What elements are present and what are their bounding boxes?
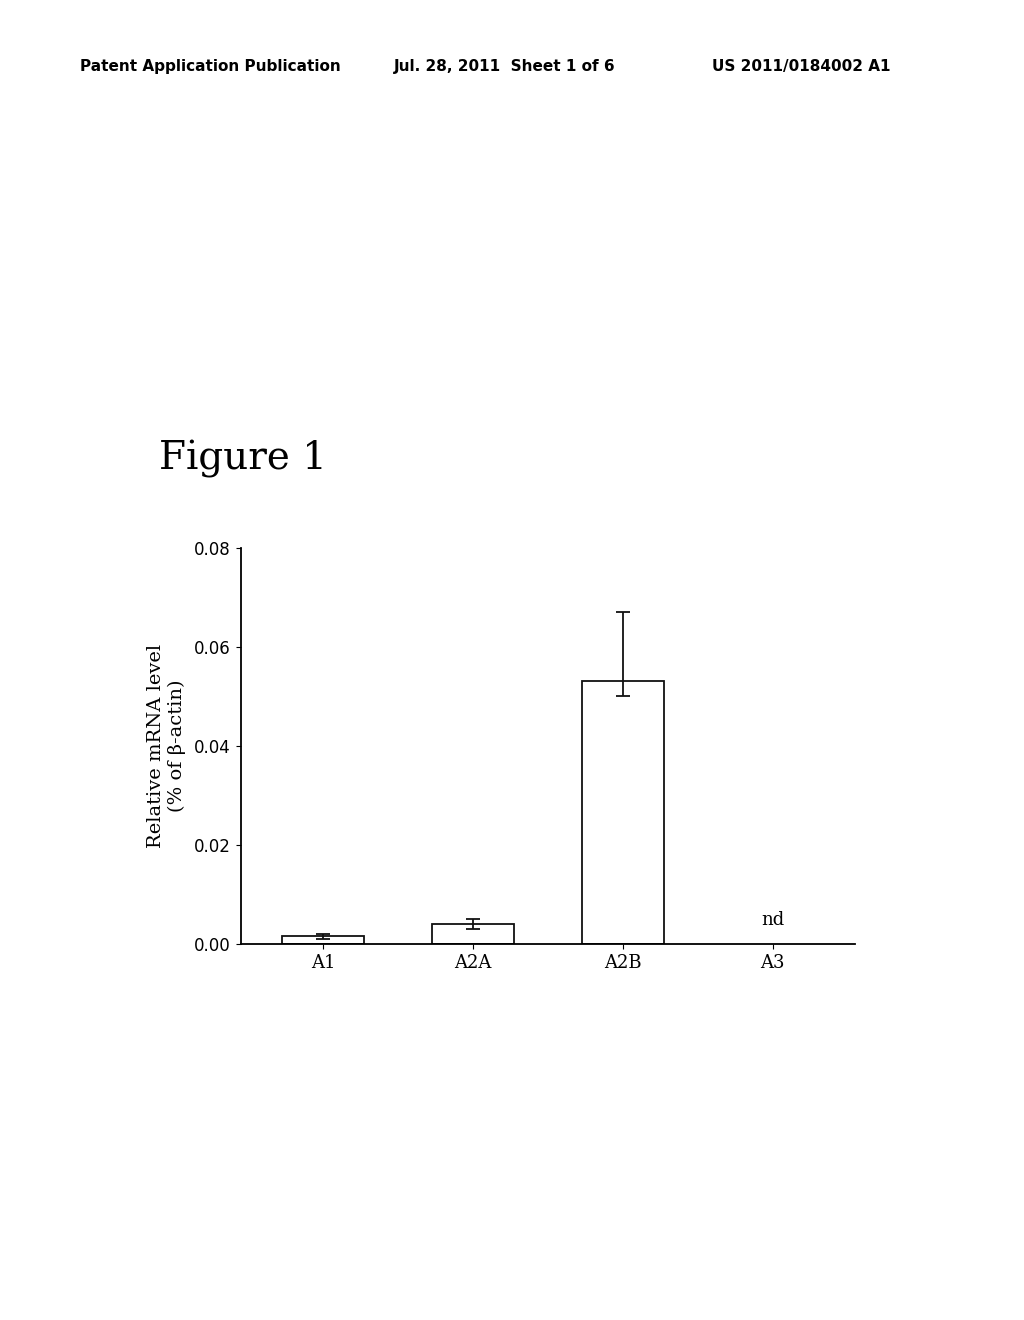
Text: Patent Application Publication: Patent Application Publication <box>80 59 341 74</box>
Bar <box>432 924 514 944</box>
Text: Figure 1: Figure 1 <box>159 440 327 478</box>
Text: nd: nd <box>761 911 784 929</box>
Bar <box>282 936 365 944</box>
Text: Jul. 28, 2011  Sheet 1 of 6: Jul. 28, 2011 Sheet 1 of 6 <box>394 59 615 74</box>
Y-axis label: Relative mRNA level
(% of β-actin): Relative mRNA level (% of β-actin) <box>146 644 185 847</box>
Text: US 2011/0184002 A1: US 2011/0184002 A1 <box>712 59 890 74</box>
Bar <box>582 681 664 944</box>
